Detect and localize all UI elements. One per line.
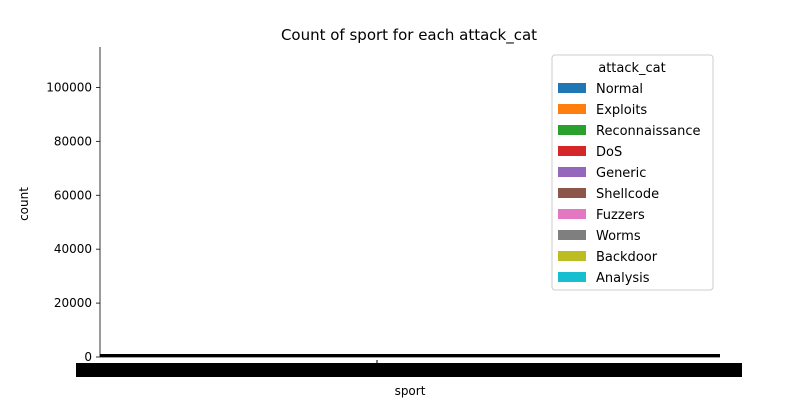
x-tick-labels-band bbox=[76, 363, 742, 377]
plot-area: 0 20000 40000 60000 80000 100000 bbox=[46, 47, 742, 377]
legend-entry-label: Analysis bbox=[596, 271, 650, 286]
legend-swatch bbox=[558, 188, 586, 198]
y-tick-label: 80000 bbox=[54, 134, 92, 148]
legend-swatch bbox=[558, 104, 586, 114]
y-tick-label: 100000 bbox=[46, 80, 92, 94]
legend-swatch bbox=[558, 146, 586, 156]
legend-entry-label: Generic bbox=[596, 166, 646, 181]
legend-swatch bbox=[558, 209, 586, 219]
legend-entry-label: Reconnaissance bbox=[596, 124, 701, 139]
chart-title: Count of sport for each attack_cat bbox=[281, 26, 537, 45]
y-tick-label: 0 bbox=[84, 350, 92, 364]
legend-entry-label: DoS bbox=[596, 145, 622, 160]
legend-entry-label: Shellcode bbox=[596, 187, 659, 202]
legend-entry-label: Normal bbox=[596, 82, 643, 97]
legend-swatch bbox=[558, 230, 586, 240]
x-axis-label: sport bbox=[395, 384, 426, 398]
y-tick-label: 20000 bbox=[54, 296, 92, 310]
legend-swatch bbox=[558, 251, 586, 261]
y-tick-label: 40000 bbox=[54, 242, 92, 256]
legend-entry-label: Backdoor bbox=[596, 250, 658, 265]
legend-entry-label: Worms bbox=[596, 229, 641, 244]
legend-title: attack_cat bbox=[598, 61, 666, 76]
legend: attack_cat Normal Exploits Reconnaissance D… bbox=[551, 54, 714, 291]
legend-entry-label: Exploits bbox=[596, 103, 647, 118]
legend-swatch bbox=[558, 167, 586, 177]
y-axis-label: count bbox=[17, 187, 31, 221]
legend-entry-label: Fuzzers bbox=[596, 208, 645, 223]
legend-frame bbox=[551, 54, 714, 291]
bars-baseline-band bbox=[100, 354, 720, 357]
legend-swatch bbox=[558, 125, 586, 135]
legend-items: Normal Exploits Reconnaissance DoS Generic Sh… bbox=[558, 82, 701, 286]
legend-swatch bbox=[558, 272, 586, 282]
legend-swatch bbox=[558, 83, 586, 93]
y-tick-label: 60000 bbox=[54, 188, 92, 202]
